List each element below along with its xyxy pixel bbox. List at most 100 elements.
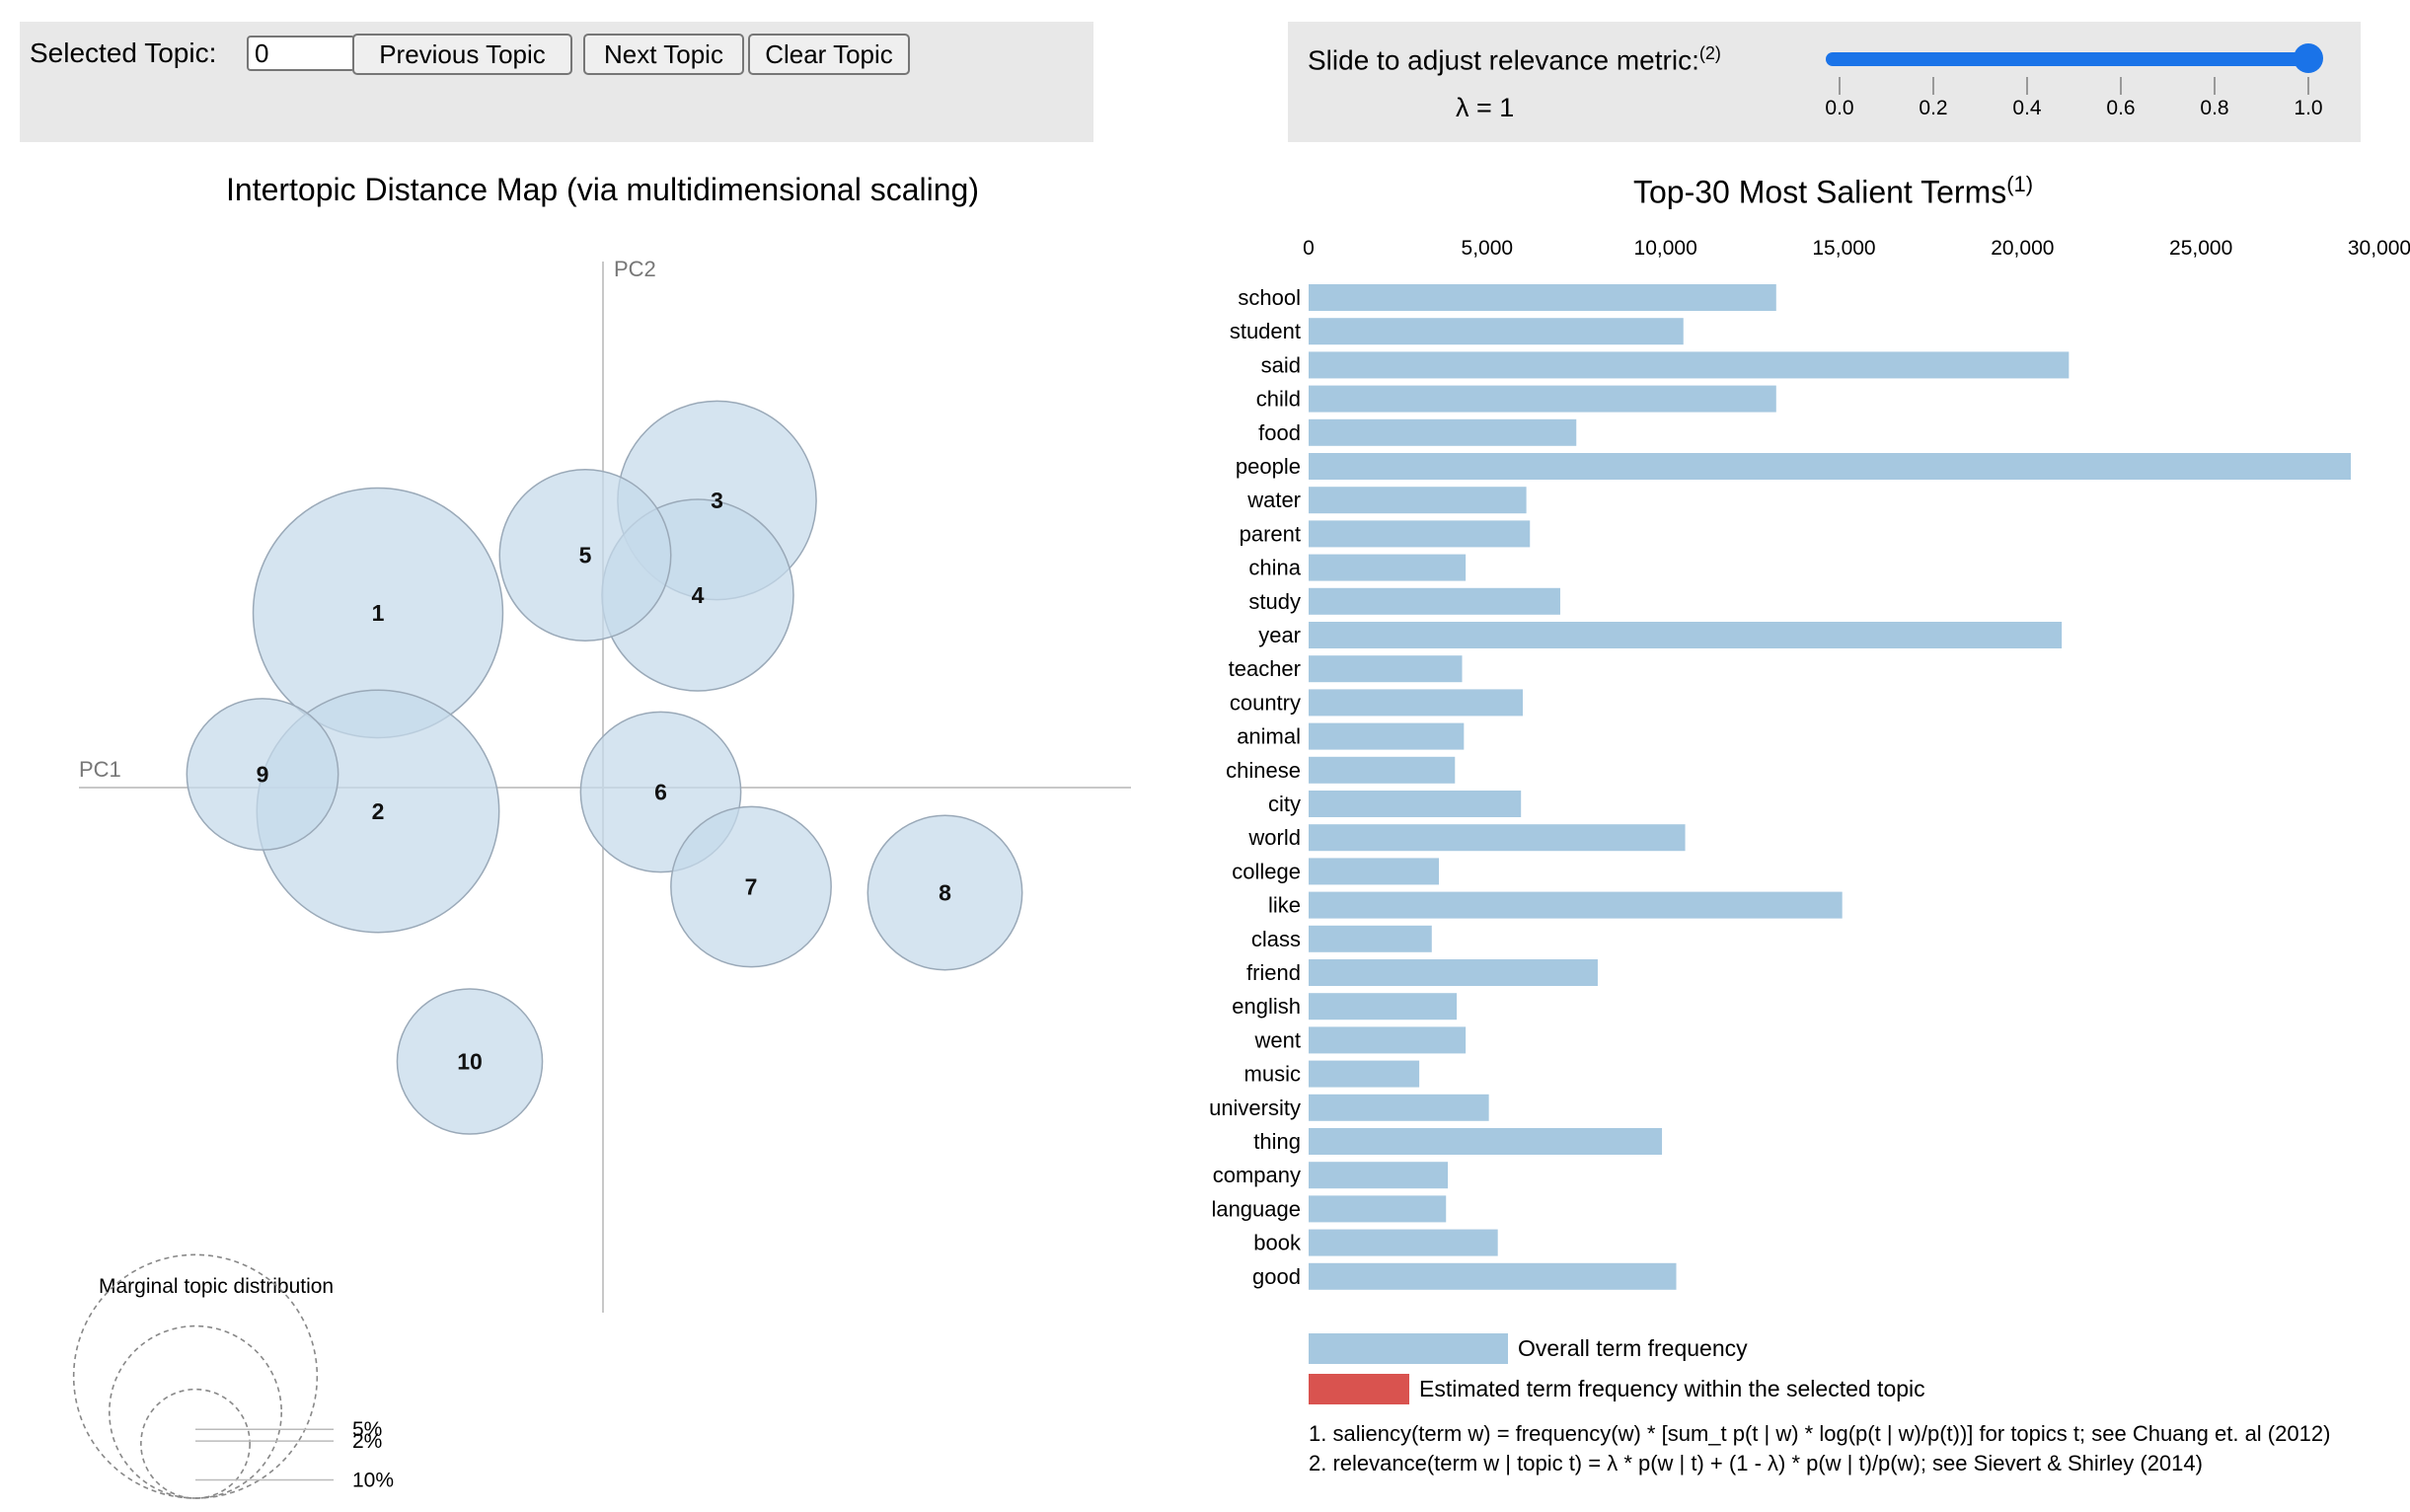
x-tick-label: 15,000 xyxy=(1812,237,1875,260)
intertopic-map-title: Intertopic Distance Map (via multidimens… xyxy=(226,172,979,207)
slider-tick-label: 0.4 xyxy=(2012,97,2042,119)
term-bar-student[interactable] xyxy=(1309,318,1684,345)
term-bar-chinese[interactable] xyxy=(1309,756,1456,784)
term-label-city[interactable]: city xyxy=(1268,792,1301,816)
term-bar-company[interactable] xyxy=(1309,1162,1449,1189)
topic-bubble-8[interactable] xyxy=(866,814,1023,971)
term-label-parent[interactable]: parent xyxy=(1240,521,1301,546)
legend-overall-swatch xyxy=(1309,1333,1508,1364)
term-bar-food[interactable] xyxy=(1309,418,1577,446)
term-bar-people[interactable] xyxy=(1309,453,2352,480)
term-bar-college[interactable] xyxy=(1309,858,1440,885)
relevance-slider-thumb[interactable] xyxy=(2294,43,2323,73)
term-bar-study[interactable] xyxy=(1309,587,1560,615)
selected-topic-label: Selected Topic: xyxy=(30,38,217,68)
topic-label-2: 2 xyxy=(372,798,385,824)
term-label-animal[interactable]: animal xyxy=(1237,724,1301,749)
relevance-control-panel: Slide to adjust relevance metric:(2) λ =… xyxy=(1288,22,2361,142)
term-label-language[interactable]: language xyxy=(1211,1196,1301,1221)
term-bar-good[interactable] xyxy=(1309,1262,1677,1290)
term-label-student[interactable]: student xyxy=(1230,319,1301,343)
term-bar-friend[interactable] xyxy=(1309,959,1598,986)
lambda-value: λ = 1 xyxy=(1456,93,1515,122)
term-bar-china[interactable] xyxy=(1309,554,1467,581)
term-label-like[interactable]: like xyxy=(1268,893,1301,918)
term-bar-said[interactable] xyxy=(1309,351,2070,379)
term-bar-school[interactable] xyxy=(1309,284,1776,311)
term-label-university[interactable]: university xyxy=(1209,1096,1301,1120)
term-bar-water[interactable] xyxy=(1309,487,1527,514)
topic-label-5: 5 xyxy=(579,543,592,568)
term-bar-like[interactable] xyxy=(1309,891,1843,919)
term-label-child[interactable]: child xyxy=(1256,387,1301,412)
term-bar-language[interactable] xyxy=(1309,1195,1447,1223)
topic-bubble-5[interactable] xyxy=(498,468,672,643)
intertopic-distance-map: PC2 PC1 1 2 3 4 5 6 7 8 9 10 Marginal topic distri… xyxy=(72,257,1131,1499)
slider-label-footnote: (2) xyxy=(1698,43,1721,63)
term-label-said[interactable]: said xyxy=(1261,352,1301,377)
slider-tick-label: 1.0 xyxy=(2294,97,2323,119)
term-label-went[interactable]: went xyxy=(1254,1027,1301,1052)
term-label-water[interactable]: water xyxy=(1246,488,1301,512)
topic-bubble-10[interactable] xyxy=(396,988,544,1135)
term-bar-book[interactable] xyxy=(1309,1229,1498,1256)
slider-tick-label: 0.2 xyxy=(1919,97,1948,119)
footnote-saliency: 1. saliency(term w) = frequency(w) * [su… xyxy=(1309,1421,2331,1446)
topic-bubble-9[interactable] xyxy=(186,698,339,851)
slider-tick xyxy=(2026,77,2028,95)
slider-label-text: Slide to adjust relevance metric: xyxy=(1308,44,1699,76)
term-label-study[interactable]: study xyxy=(1248,589,1301,614)
term-label-english[interactable]: english xyxy=(1232,994,1301,1019)
term-bar-went[interactable] xyxy=(1309,1026,1467,1054)
term-label-company[interactable]: company xyxy=(1213,1163,1301,1187)
term-bar-year[interactable] xyxy=(1309,622,2063,648)
slider-tick xyxy=(2214,77,2216,95)
term-bar-teacher[interactable] xyxy=(1309,655,1463,683)
term-bar-animal[interactable] xyxy=(1309,722,1465,750)
term-bar-thing[interactable] xyxy=(1309,1128,1663,1155)
term-label-thing[interactable]: thing xyxy=(1253,1129,1301,1154)
term-label-college[interactable]: college xyxy=(1232,859,1301,883)
term-bar-country[interactable] xyxy=(1309,689,1523,717)
relevance-slider-track[interactable] xyxy=(1826,52,2309,66)
term-bar-city[interactable] xyxy=(1309,791,1522,817)
salient-terms-title-text: Top-30 Most Salient Terms xyxy=(1633,174,2007,210)
clear-topic-button[interactable]: Clear Topic xyxy=(748,34,910,75)
term-label-good[interactable]: good xyxy=(1252,1264,1301,1289)
term-label-food[interactable]: food xyxy=(1258,420,1301,445)
term-bar-university[interactable] xyxy=(1309,1094,1489,1121)
legend-topic-label: Estimated term frequency within the sele… xyxy=(1419,1376,1925,1401)
slider-tick-label: 0.0 xyxy=(1825,97,1854,119)
legend-topic-swatch xyxy=(1309,1374,1409,1404)
topic-bubble-7[interactable] xyxy=(670,805,832,968)
term-label-book[interactable]: book xyxy=(1253,1231,1302,1255)
x-tick-label: 20,000 xyxy=(1991,237,2054,260)
term-bar-english[interactable] xyxy=(1309,993,1458,1021)
term-label-people[interactable]: people xyxy=(1236,454,1301,479)
term-label-country[interactable]: country xyxy=(1230,690,1301,715)
topic-label-9: 9 xyxy=(257,762,269,788)
term-bar-world[interactable] xyxy=(1309,824,1686,852)
term-label-school[interactable]: school xyxy=(1238,285,1301,310)
topic-label-6: 6 xyxy=(654,780,667,805)
term-label-class[interactable]: class xyxy=(1251,927,1301,951)
term-label-year[interactable]: year xyxy=(1258,623,1301,647)
marginal-legend-title: Marginal topic distribution xyxy=(99,1275,334,1298)
term-label-china[interactable]: china xyxy=(1248,556,1301,580)
term-label-chinese[interactable]: chinese xyxy=(1226,758,1301,783)
term-bar-child[interactable] xyxy=(1309,385,1776,413)
term-bar-music[interactable] xyxy=(1309,1060,1420,1088)
slider-tick xyxy=(1839,77,1841,95)
term-label-music[interactable]: music xyxy=(1244,1062,1301,1087)
term-label-friend[interactable]: friend xyxy=(1246,960,1301,985)
previous-topic-button[interactable]: Previous Topic xyxy=(352,34,572,75)
slider-tick xyxy=(1932,77,1934,95)
pc1-axis-label: PC1 xyxy=(79,757,121,782)
next-topic-button[interactable]: Next Topic xyxy=(583,34,744,75)
marginal-legend-label: 10% xyxy=(352,1470,394,1492)
x-tick-label: 5,000 xyxy=(1462,237,1514,260)
term-bar-class[interactable] xyxy=(1309,925,1432,952)
term-label-teacher[interactable]: teacher xyxy=(1229,656,1301,681)
term-label-world[interactable]: world xyxy=(1247,825,1301,850)
term-bar-parent[interactable] xyxy=(1309,520,1531,548)
